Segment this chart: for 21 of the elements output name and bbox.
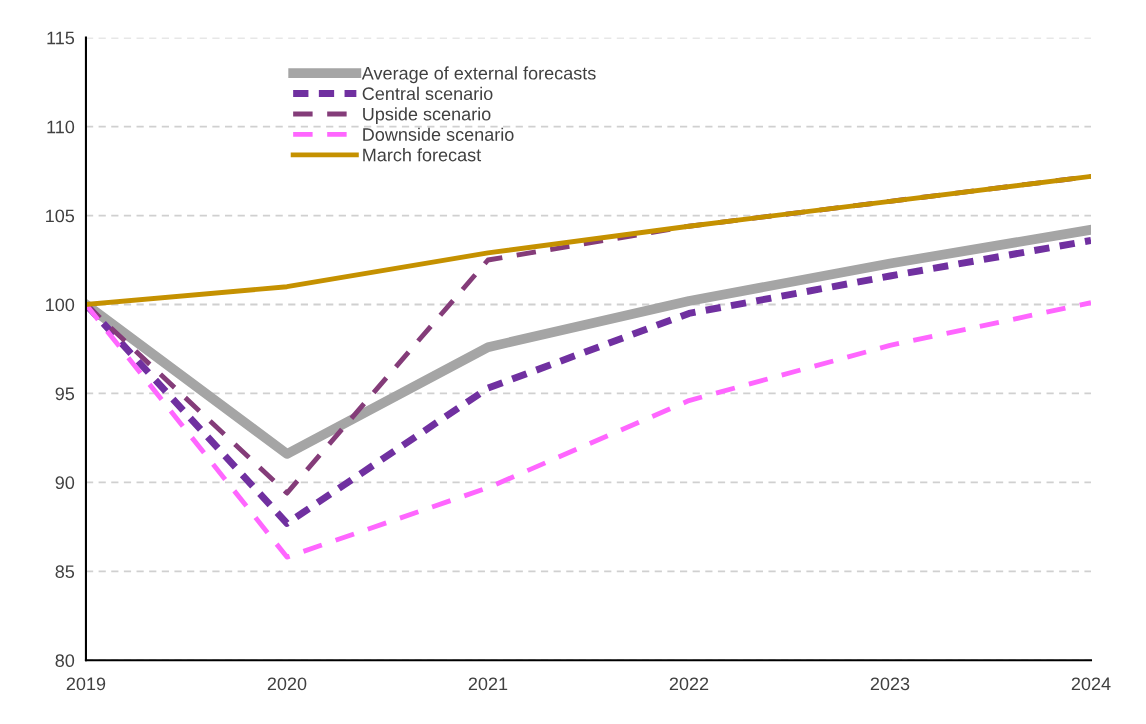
y-tick-label: 80: [55, 654, 75, 668]
y-tick-label: 105: [46, 209, 75, 223]
y-tick-label: 110: [47, 120, 75, 134]
y-tick-label: 90: [55, 476, 75, 490]
legend-label: Central scenario: [362, 86, 493, 101]
y-tick-label: 85: [55, 565, 75, 579]
line-series: [85, 300, 1091, 560]
x-tick-label: 2020: [267, 677, 307, 691]
x-tick-label: 2023: [870, 677, 910, 691]
x-tick-label: 2021: [468, 677, 508, 691]
y-tick-label: 115: [47, 31, 75, 45]
legend-label: Upside scenario: [363, 107, 491, 125]
y-tick-label: 100: [46, 298, 75, 312]
legend-label: Downside scenario: [363, 127, 514, 141]
x-tick-label: 2019: [66, 677, 106, 691]
x-tick-label: 2024: [1071, 677, 1111, 691]
x-tick-label: 2022: [669, 677, 709, 691]
line-series: [85, 173, 1091, 307]
legend-label: Average of external forecasts: [361, 66, 596, 84]
legend-label: March forecast: [363, 148, 482, 162]
y-tick-label: 95: [55, 387, 75, 401]
